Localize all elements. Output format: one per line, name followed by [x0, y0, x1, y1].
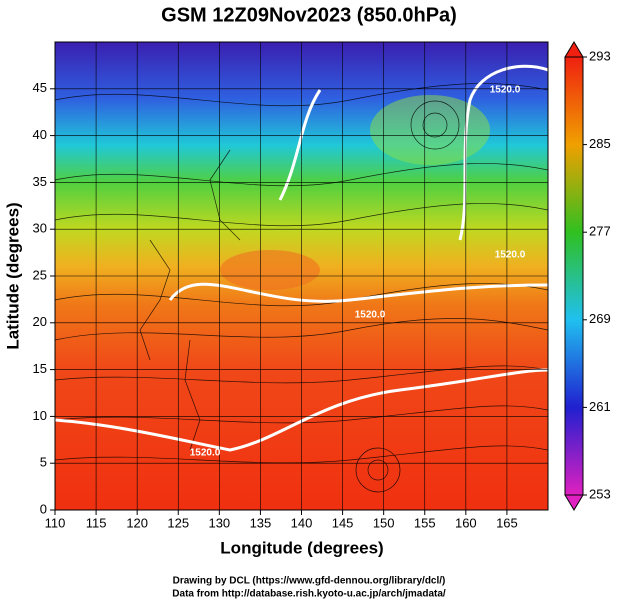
- y-axis-label: Latitude (degrees): [3, 202, 22, 349]
- colorbar: [564, 56, 584, 496]
- colorbar-extend: [564, 494, 584, 511]
- y-tick-label: 30: [33, 221, 47, 236]
- x-tick-label: 125: [167, 515, 189, 530]
- colorbar-tick-label: 261: [589, 399, 611, 414]
- contour-label: 1520.0: [490, 85, 521, 96]
- x-tick-label: 130: [208, 515, 230, 530]
- x-tick-label: 135: [250, 515, 272, 530]
- footer-line: Drawing by DCL (https://www.gfd-dennou.o…: [173, 576, 446, 587]
- y-tick-label: 5: [40, 455, 47, 470]
- contour-label: 1520.0: [190, 448, 221, 459]
- colorbar-tick-label: 285: [589, 136, 611, 151]
- title: GSM 12Z09Nov2023 (850.0hPa): [161, 4, 457, 26]
- x-tick-label: 165: [496, 515, 518, 530]
- y-tick-label: 15: [33, 361, 47, 376]
- colorbar-tick-label: 277: [589, 224, 611, 239]
- x-tick-label: 155: [414, 515, 436, 530]
- y-tick-label: 0: [40, 501, 47, 516]
- colorbar-tick-label: 269: [589, 311, 611, 326]
- x-tick-label: 120: [126, 515, 148, 530]
- y-tick-label: 20: [33, 314, 47, 329]
- x-tick-label: 150: [373, 515, 395, 530]
- y-tick-label: 45: [33, 80, 47, 95]
- footer-line: Data from http://database.rish.kyoto-u.a…: [172, 589, 446, 600]
- colorbar-extend: [564, 41, 584, 58]
- x-tick-label: 140: [291, 515, 313, 530]
- y-tick-label: 40: [33, 127, 47, 142]
- x-tick-label: 145: [332, 515, 354, 530]
- colorbar-tick-label: 293: [589, 48, 611, 63]
- x-tick-label: 115: [86, 515, 107, 530]
- x-tick-label: 110: [45, 515, 66, 530]
- x-axis-label: Longitude (degrees): [220, 538, 383, 557]
- contour-label: 1520.0: [355, 310, 386, 321]
- x-tick-label: 160: [455, 515, 477, 530]
- y-tick-label: 35: [33, 174, 47, 189]
- y-tick-label: 10: [33, 408, 47, 423]
- y-tick-label: 25: [33, 267, 47, 282]
- contour-label: 1520.0: [495, 250, 526, 261]
- colorbar-tick-label: 253: [589, 486, 611, 501]
